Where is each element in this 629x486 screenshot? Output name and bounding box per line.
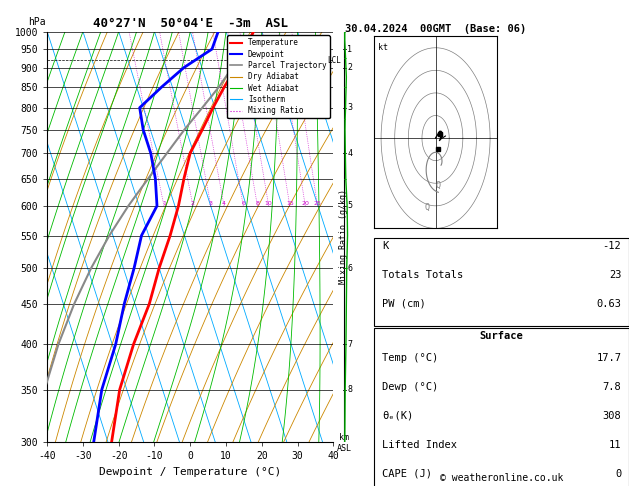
Text: K: K (382, 241, 388, 251)
Bar (374, 238, 629, 326)
Text: -12: -12 (603, 241, 621, 251)
Text: Lifted Index: Lifted Index (382, 440, 457, 450)
Text: 0: 0 (615, 469, 621, 479)
Text: 6: 6 (347, 263, 352, 273)
Text: 308: 308 (603, 411, 621, 421)
Text: Q: Q (435, 181, 440, 190)
Text: 8: 8 (255, 201, 259, 206)
Text: 1: 1 (347, 45, 352, 53)
Text: 7.8: 7.8 (603, 382, 621, 392)
Text: 0.63: 0.63 (596, 299, 621, 309)
Title: 40°27'N  50°04'E  -3m  ASL: 40°27'N 50°04'E -3m ASL (92, 17, 288, 31)
Text: Totals Totals: Totals Totals (382, 270, 463, 280)
Title: 30.04.2024  00GMT  (Base: 06): 30.04.2024 00GMT (Base: 06) (345, 24, 526, 35)
Text: 25: 25 (314, 201, 321, 206)
Text: 11: 11 (609, 440, 621, 450)
Text: PW (cm): PW (cm) (382, 299, 426, 309)
Text: Surface: Surface (480, 330, 523, 341)
Text: 4: 4 (222, 201, 226, 206)
Text: 20: 20 (301, 201, 309, 206)
Text: 4: 4 (347, 149, 352, 158)
Text: 2: 2 (347, 63, 352, 72)
Text: LCL: LCL (316, 48, 331, 57)
Text: 5: 5 (347, 201, 352, 210)
Text: 8: 8 (347, 385, 352, 394)
Text: Q: Q (425, 203, 430, 212)
Text: 2: 2 (191, 201, 195, 206)
Text: hPa: hPa (28, 17, 46, 28)
Text: 17.7: 17.7 (596, 352, 621, 363)
Text: Dewp (°C): Dewp (°C) (382, 382, 438, 392)
Bar (374, 328, 629, 486)
Text: 10: 10 (265, 201, 272, 206)
Text: 1: 1 (162, 201, 166, 206)
Text: km
ASL: km ASL (337, 433, 352, 452)
Text: LCL: LCL (327, 55, 342, 65)
Text: Mixing Ratio (g/kg): Mixing Ratio (g/kg) (339, 190, 348, 284)
Text: © weatheronline.co.uk: © weatheronline.co.uk (440, 473, 564, 484)
Text: 3: 3 (209, 201, 213, 206)
Text: kt: kt (378, 43, 388, 52)
Text: 7: 7 (347, 340, 352, 348)
Text: 15: 15 (286, 201, 294, 206)
Text: Temp (°C): Temp (°C) (382, 352, 438, 363)
Legend: Temperature, Dewpoint, Parcel Trajectory, Dry Adiabat, Wet Adiabat, Isotherm, Mi: Temperature, Dewpoint, Parcel Trajectory… (227, 35, 330, 118)
Text: 3: 3 (347, 103, 352, 112)
X-axis label: Dewpoint / Temperature (°C): Dewpoint / Temperature (°C) (99, 467, 281, 477)
Text: 23: 23 (609, 270, 621, 280)
Text: CAPE (J): CAPE (J) (382, 469, 432, 479)
Text: 6: 6 (242, 201, 245, 206)
Text: θₑ(K): θₑ(K) (382, 411, 413, 421)
